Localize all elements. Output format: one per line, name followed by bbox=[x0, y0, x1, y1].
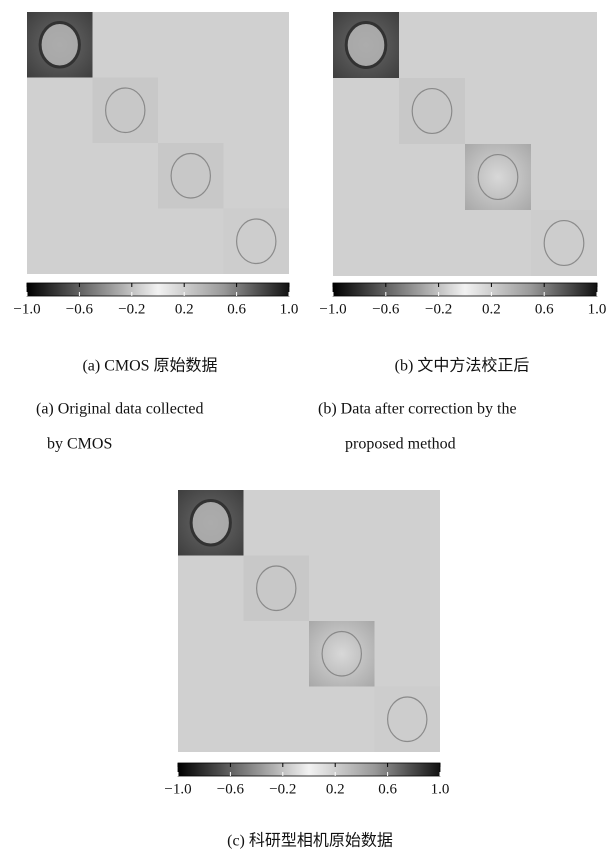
colorbar-tick-label: −0.6 bbox=[66, 301, 94, 317]
colorbar bbox=[333, 283, 597, 296]
colorbar-tick-label: 0.2 bbox=[326, 781, 345, 797]
image-tile bbox=[399, 78, 465, 144]
colorbar-tick-label: −0.2 bbox=[269, 781, 296, 797]
image-tile bbox=[375, 687, 441, 753]
image-tile bbox=[158, 143, 224, 209]
caption-en: (b) Data after correction by the bbox=[318, 401, 517, 418]
caption-zh: (b) 文中方法校正后 bbox=[395, 357, 530, 375]
caption-en: (a) Original data collected bbox=[36, 401, 203, 418]
colorbar-tick-label: 0.6 bbox=[227, 301, 246, 317]
sample-outline bbox=[346, 23, 386, 68]
image-tile bbox=[465, 144, 531, 210]
image-tile bbox=[531, 210, 597, 276]
colorbar-tick-label: −0.6 bbox=[217, 781, 245, 797]
sample-outline bbox=[191, 500, 230, 545]
colorbar bbox=[178, 763, 440, 776]
image-tile bbox=[224, 209, 290, 275]
caption-en: by CMOS bbox=[47, 436, 112, 453]
colorbar-tick-label: 1.0 bbox=[431, 781, 450, 797]
colorbar-tick-label: −1.0 bbox=[164, 781, 191, 797]
image-tile bbox=[244, 556, 310, 622]
caption-zh: (a) CMOS 原始数据 bbox=[82, 357, 217, 375]
image-tile bbox=[93, 78, 159, 144]
colorbar-tick-label: −0.2 bbox=[118, 301, 145, 317]
colorbar-tick-label: 1.0 bbox=[588, 301, 607, 317]
caption-en: proposed method bbox=[345, 436, 456, 453]
colorbar-tick-label: −0.6 bbox=[372, 301, 400, 317]
colorbar-tick-label: −1.0 bbox=[319, 301, 346, 317]
colorbar bbox=[27, 283, 289, 296]
colorbar-tick-label: 0.6 bbox=[378, 781, 397, 797]
colorbar-tick-label: 0.6 bbox=[535, 301, 554, 317]
colorbar-tick-label: −0.2 bbox=[425, 301, 452, 317]
sample-outline bbox=[40, 22, 79, 67]
colorbar-tick-label: 0.2 bbox=[482, 301, 501, 317]
colorbar-tick-label: 0.2 bbox=[175, 301, 194, 317]
caption-zh: (c) 科研型相机原始数据 bbox=[227, 832, 393, 850]
colorbar-tick-label: 1.0 bbox=[280, 301, 299, 317]
figure: −1.0 −0.6 −0.2 0.2 0.6 1.0 (a) CMOS 原始数据 (a) Or… bbox=[0, 0, 610, 852]
image-tile bbox=[309, 621, 375, 687]
colorbar-tick-label: −1.0 bbox=[13, 301, 40, 317]
